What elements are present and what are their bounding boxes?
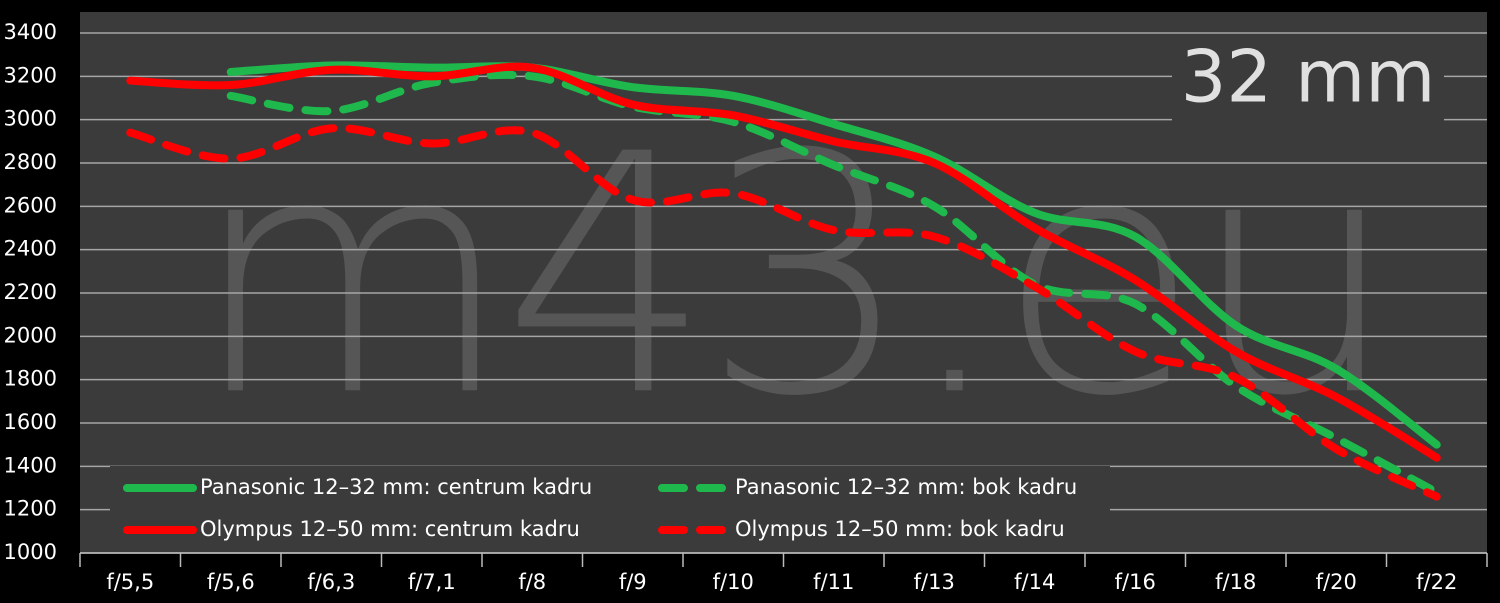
y-tick-label: 1800: [4, 367, 57, 391]
y-tick-label: 2000: [4, 323, 57, 347]
y-tick-label: 2800: [4, 150, 57, 174]
x-tick-label: f/20: [1316, 570, 1357, 594]
y-tick-label: 1600: [4, 410, 57, 434]
x-tick-label: f/11: [813, 570, 854, 594]
y-tick-label: 2600: [4, 193, 57, 217]
legend-label: Olympus 12–50 mm: centrum kadru: [200, 517, 580, 541]
x-tick-label: f/10: [713, 570, 754, 594]
y-tick-label: 1400: [4, 453, 57, 477]
y-tick-label: 1000: [4, 540, 57, 564]
y-tick-label: 3200: [4, 63, 57, 87]
legend-label: Panasonic 12–32 mm: bok kadru: [735, 475, 1077, 499]
x-tick-label: f/9: [619, 570, 647, 594]
series-line: [226, 70, 1441, 497]
x-tick-label: f/7,1: [408, 570, 456, 594]
legend-label: Panasonic 12–32 mm: centrum kadru: [200, 475, 592, 499]
y-tick-label: 2200: [4, 280, 57, 304]
x-tick-label: f/16: [1115, 570, 1156, 594]
x-tick-label: f/14: [1014, 570, 1055, 594]
series-line: [226, 61, 1441, 449]
x-tick-label: f/5,5: [106, 570, 154, 594]
y-tick-label: 3000: [4, 107, 57, 131]
legend-label: Olympus 12–50 mm: bok kadru: [735, 517, 1065, 541]
x-tick-label: f/13: [914, 570, 955, 594]
y-tick-label: 1200: [4, 497, 57, 521]
x-tick-label: f/22: [1416, 570, 1457, 594]
x-tick-label: f/8: [518, 570, 546, 594]
x-tick-label: f/18: [1215, 570, 1256, 594]
y-tick-label: 3400: [4, 20, 57, 44]
annotation-bg: [1172, 38, 1444, 124]
x-tick-label: f/6,3: [307, 570, 355, 594]
legend-bg: [110, 466, 1110, 550]
annotation: 32 mm: [1181, 35, 1436, 119]
x-tick-label: f/5,6: [207, 570, 255, 594]
series-line: [126, 124, 1441, 501]
series-line: [126, 62, 1441, 462]
y-tick-label: 2400: [4, 237, 57, 261]
